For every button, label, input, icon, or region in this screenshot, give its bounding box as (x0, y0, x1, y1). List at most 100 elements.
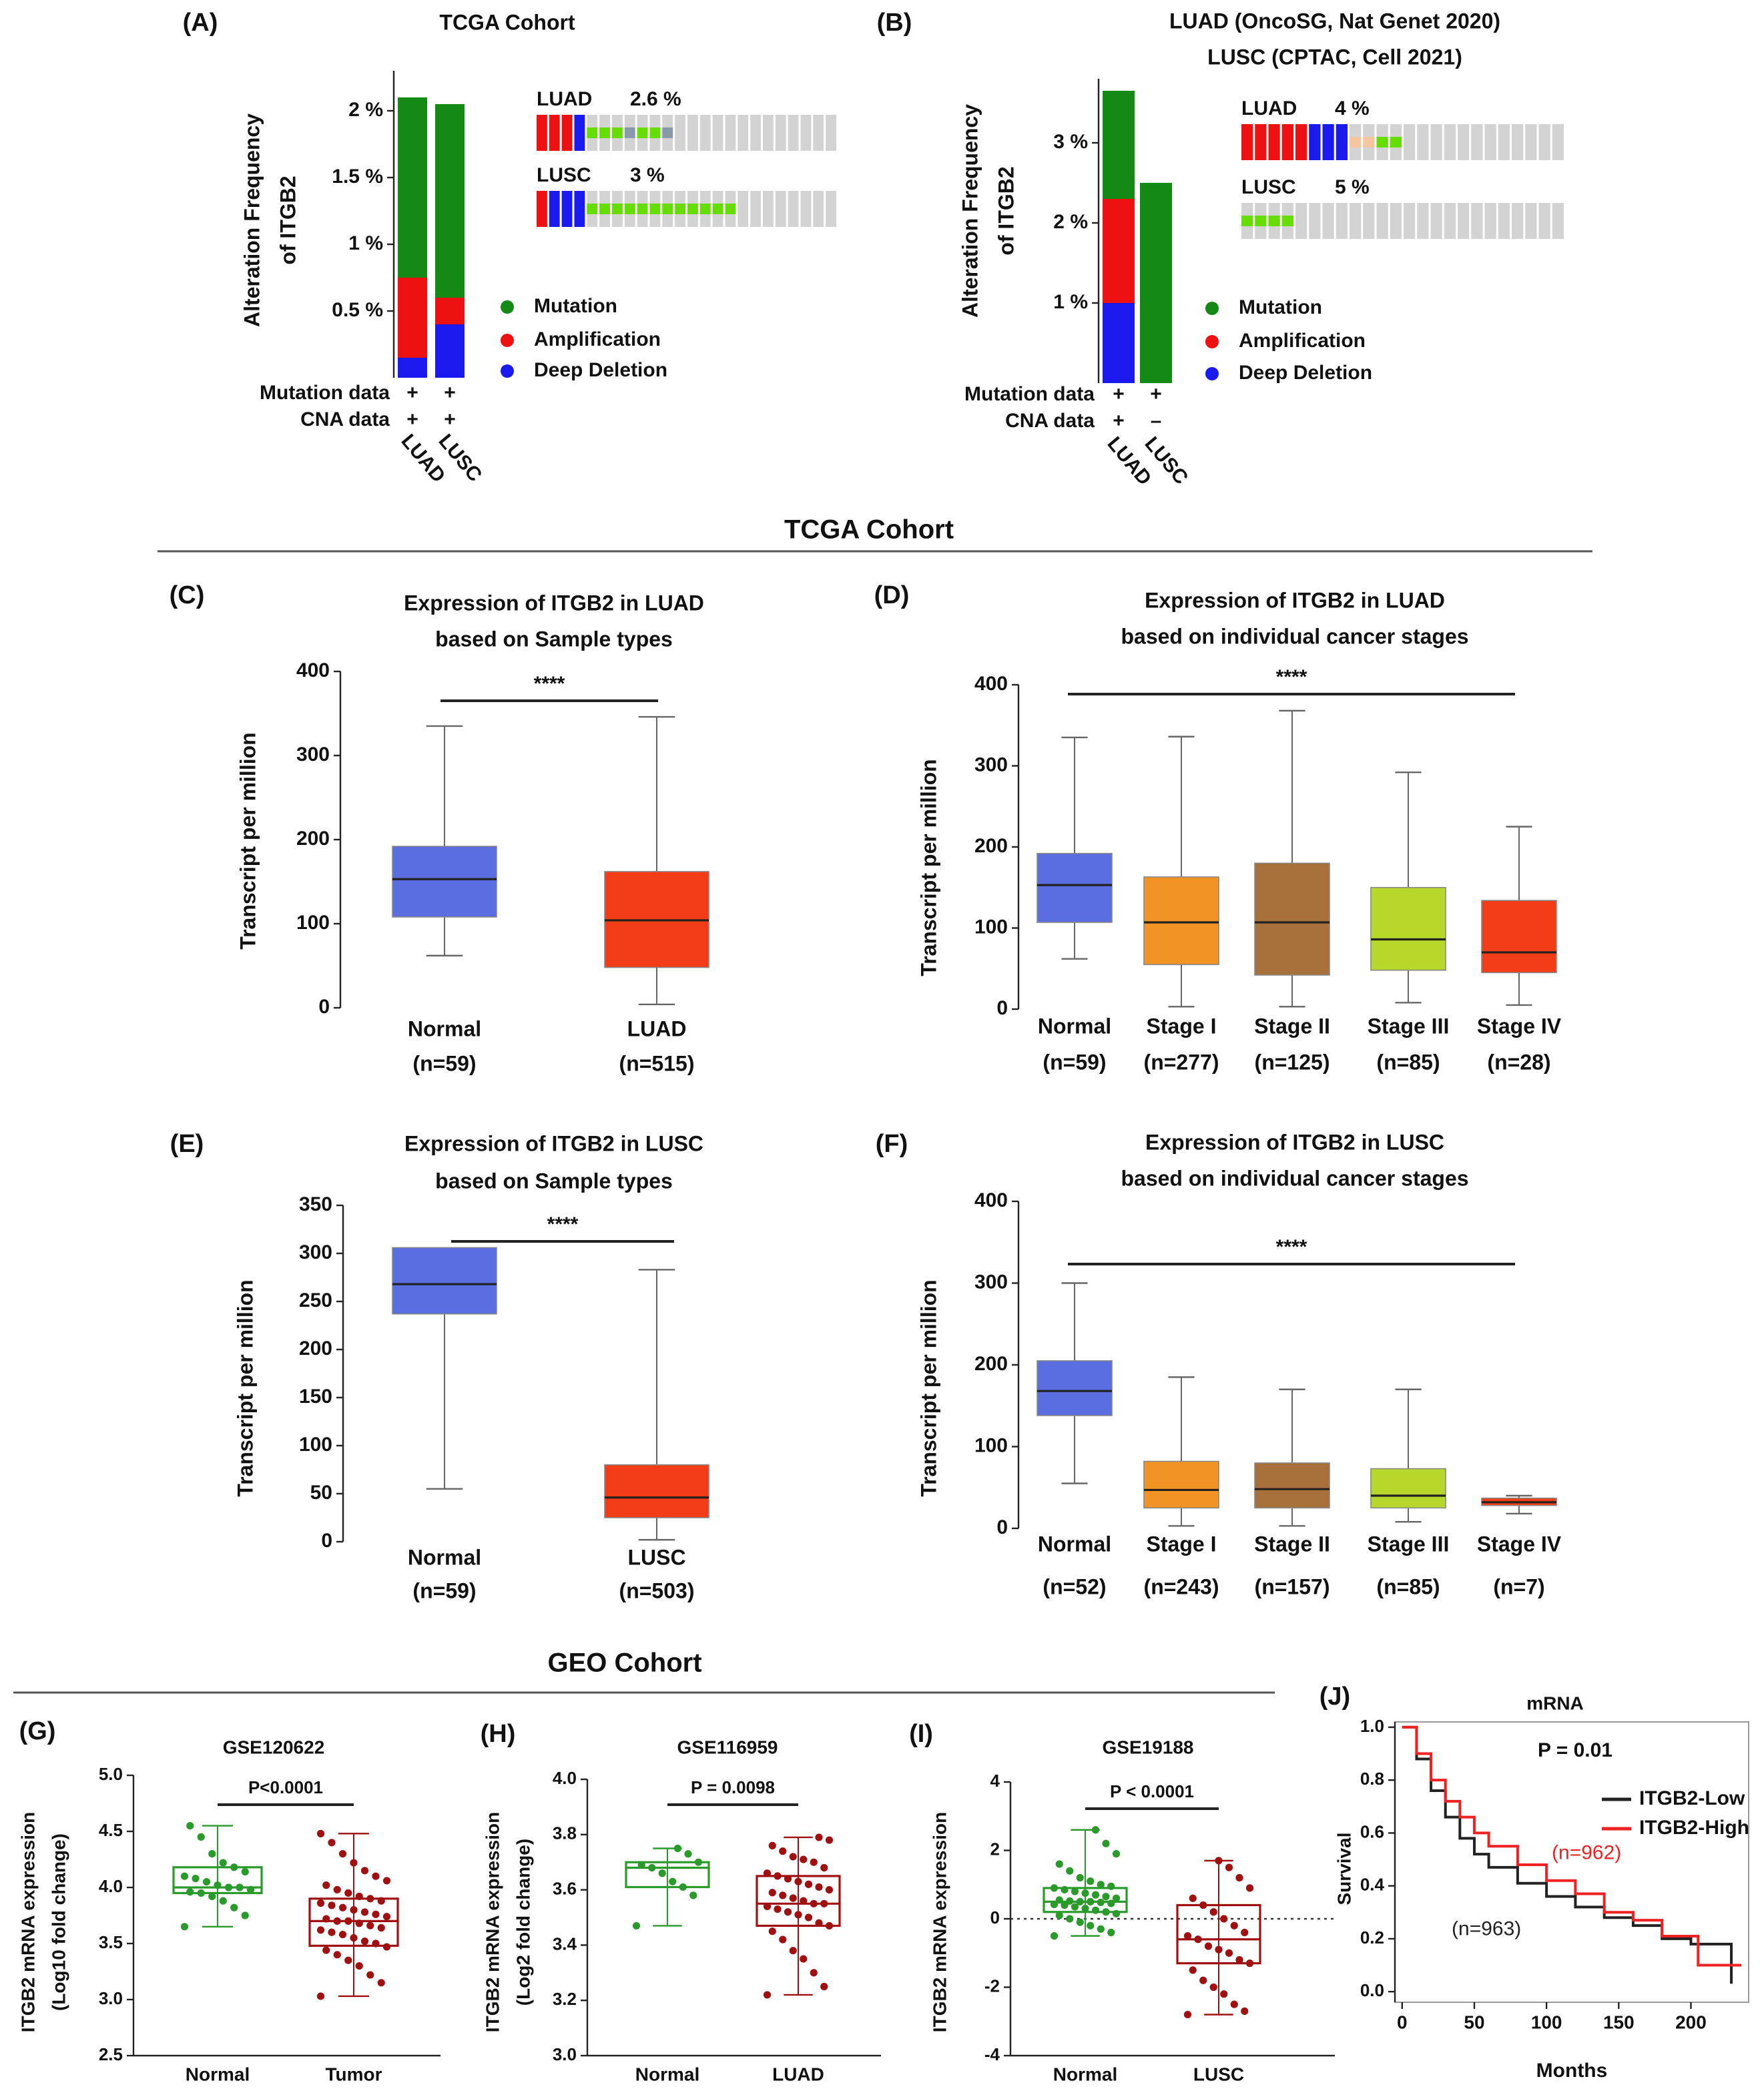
mutation-flag: + (1113, 383, 1125, 405)
y-tick-label: 3.0 (553, 2044, 577, 2064)
data-point (825, 1921, 834, 1930)
oncoprint-cell (1404, 203, 1416, 239)
y-tick-label: 3.6 (553, 1878, 577, 1898)
oncoprint-mutation (649, 127, 661, 138)
oncoprint-cell (1390, 203, 1402, 239)
oncoprint-mutation (599, 127, 610, 138)
data-point (366, 1971, 374, 1979)
oncoprint-frequency: 2.6 % (630, 88, 681, 110)
oncoprint-cell (1458, 124, 1470, 160)
y-tick-label: 0.4 (1360, 1875, 1385, 1895)
oncoprint-mutation (687, 204, 698, 214)
data-point (1215, 1857, 1223, 1865)
data-point (360, 1908, 369, 1916)
x-tick-label: Stage I (1147, 1014, 1217, 1038)
data-point (344, 1889, 352, 1897)
y-tick-label: 4.0 (553, 1768, 577, 1788)
significance-label: P < 0.0001 (1110, 1781, 1194, 1801)
mutation-flag: + (406, 382, 418, 404)
data-point (333, 1885, 341, 1893)
y-tick-label: 1.5 % (332, 166, 383, 188)
y-tick-label: 350 (299, 1193, 332, 1215)
data-point (1189, 1894, 1197, 1902)
data-point (350, 1906, 358, 1914)
oncoprint-cell (1512, 124, 1524, 160)
data-point (372, 1872, 380, 1880)
oncoprint-mutation (649, 204, 661, 214)
data-point (1066, 1897, 1074, 1905)
data-point (230, 1863, 238, 1871)
oncoprint-cell (750, 191, 761, 227)
data-point (1102, 1839, 1110, 1847)
bar-segment (435, 104, 465, 298)
data-point (658, 1869, 666, 1877)
y-tick-label: 2 % (348, 99, 383, 121)
data-point (1241, 2007, 1249, 2015)
section-title: TCGA Cohort (784, 515, 954, 545)
oncoprint-mutation (1376, 137, 1388, 147)
data-point (779, 1935, 787, 1944)
annotation: P = 0.01 (1538, 1739, 1612, 1761)
data-point (224, 1883, 233, 1891)
oncoprint-cell (1552, 124, 1564, 160)
data-point (820, 1899, 828, 1907)
data-point (1076, 1918, 1084, 1926)
chart-title: based on Sample types (435, 627, 673, 651)
y-tick-label: 300 (299, 1241, 332, 1263)
legend-swatch (1205, 367, 1219, 380)
data-point (684, 1850, 692, 1858)
data-point (230, 1903, 238, 1911)
data-point (1230, 2000, 1238, 2008)
data-point (779, 1891, 787, 1899)
legend-swatch (501, 334, 514, 347)
data-point (208, 1850, 216, 1858)
oncoprint-mutation (1241, 216, 1253, 226)
data-point (360, 1937, 369, 1946)
data-point (377, 1897, 385, 1905)
oncoprint-mutation (662, 127, 673, 138)
x-tick-label: 0 (1397, 2012, 1408, 2032)
data-point (1204, 1942, 1213, 1950)
data-point (789, 1947, 797, 1955)
data-point (768, 1927, 776, 1935)
y-tick-label: 0.6 (1360, 1821, 1384, 1841)
sample-size: (n=28) (1487, 1050, 1550, 1074)
chart-title: Expression of ITGB2 in LUAD (404, 591, 704, 615)
oncoprint-mutation (637, 204, 648, 214)
oncoprint-cell (1484, 203, 1496, 239)
chart-title: LUAD (OncoSG, Nat Genet 2020) (1169, 9, 1500, 33)
y-tick-label: 0.2 (1360, 1927, 1384, 1948)
oncoprint-label: LUSC (537, 164, 591, 186)
oncoprint-cell (1484, 124, 1496, 160)
data-point (673, 1844, 682, 1853)
oncoprint-cell (561, 115, 573, 151)
data-point (763, 1902, 772, 1911)
data-point (679, 1883, 687, 1891)
oncoprint-cell (1376, 203, 1388, 239)
data-point (372, 1910, 380, 1918)
y-tick-label: 200 (974, 1353, 1008, 1375)
sample-size: (n=85) (1376, 1050, 1440, 1074)
box (1254, 1462, 1330, 1509)
data-point (338, 1930, 347, 1939)
box (604, 1464, 709, 1518)
data-point (214, 1881, 222, 1889)
data-point (1081, 1905, 1089, 1913)
data-point (815, 1919, 823, 1927)
y-axis-label: Transcript per million (233, 1279, 257, 1496)
oncoprint-mutation (1390, 137, 1402, 147)
data-point (366, 1895, 374, 1903)
data-point (1097, 1898, 1105, 1906)
oncoprint-mutation (662, 204, 673, 214)
box (1176, 1903, 1261, 1965)
y-tick-label: 300 (974, 754, 1008, 776)
x-tick-label: Stage I (1147, 1532, 1217, 1556)
y-axis-label: (Log2 fold change) (513, 1839, 533, 2006)
x-tick-label: LUAD (772, 2064, 824, 2084)
data-point (1241, 1928, 1249, 1937)
oncoprint-cell (1417, 124, 1429, 160)
y-tick-label: 5.0 (99, 1764, 123, 1784)
bar-segment (435, 324, 465, 378)
cna-flag: + (406, 408, 418, 430)
